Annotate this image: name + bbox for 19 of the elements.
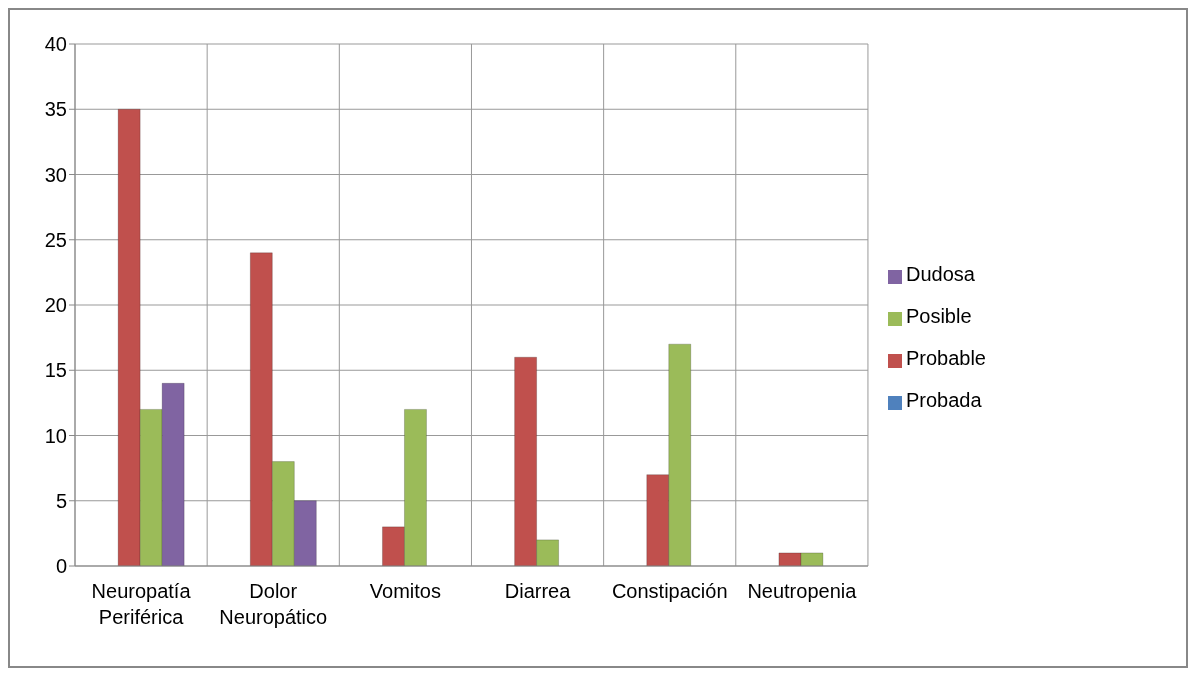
y-tick-label: 35 <box>44 98 67 121</box>
y-tick-label: 25 <box>44 228 67 251</box>
legend-label: Dudosa <box>905 263 975 285</box>
legend-label: Posible <box>905 305 972 327</box>
legend-label: Probable <box>905 347 986 369</box>
y-tick-label: 20 <box>44 294 67 317</box>
x-tick-label: Constipación <box>611 580 728 602</box>
x-tick-label: Neuropatía Periférica <box>91 580 192 628</box>
x-tick-label: Vomitos <box>369 580 441 602</box>
y-tick-label: 5 <box>55 489 67 512</box>
legend-label: Probada <box>905 389 982 411</box>
x-tick-label: Neutropenia <box>747 580 858 602</box>
x-tick-label: Diarrea <box>504 580 572 602</box>
y-tick-label: 15 <box>44 359 67 382</box>
y-tick-label: 30 <box>44 163 67 186</box>
y-tick-label: 10 <box>44 424 67 447</box>
y-tick-label: 0 <box>55 555 67 578</box>
y-tick-label: 40 <box>44 33 67 56</box>
x-tick-label: Dolor Neuropático <box>219 580 328 628</box>
